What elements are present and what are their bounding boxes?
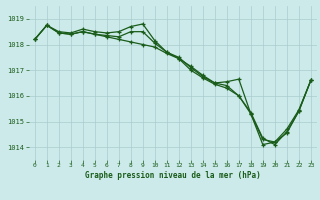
X-axis label: Graphe pression niveau de la mer (hPa): Graphe pression niveau de la mer (hPa) bbox=[85, 171, 261, 180]
